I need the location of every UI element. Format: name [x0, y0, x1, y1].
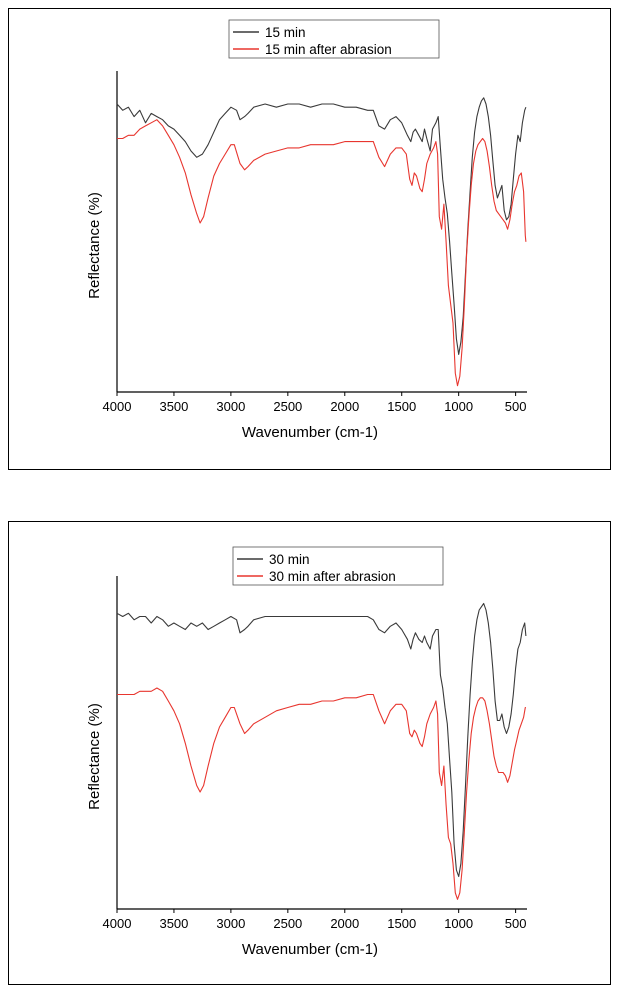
chart-panel-bottom: 4000 3500 3000 2500 2000 1500 1000 500 Wavenumbe… — [8, 521, 611, 985]
legend-label: 15 min after abrasion — [265, 42, 392, 57]
x-tick-label: 4000 — [103, 916, 132, 931]
x-tick-label: 3500 — [159, 916, 188, 931]
series-line-before-abrasion — [116, 97, 527, 355]
x-tick-label: 3000 — [216, 399, 245, 414]
legend-box — [232, 546, 444, 586]
legend-label: 15 min — [265, 25, 306, 40]
legend-label: 30 min — [269, 552, 310, 567]
x-tick-label: 4000 — [103, 399, 132, 414]
x-tick-label: 2500 — [273, 399, 302, 414]
y-axis-title: Reflectance (%) — [86, 192, 103, 299]
x-tick-label: 1500 — [387, 916, 416, 931]
x-tick-label: 1000 — [444, 399, 473, 414]
x-tick-label: 2000 — [330, 916, 359, 931]
legend-box — [228, 19, 440, 59]
legend: 15 min 15 min after abrasion — [228, 19, 440, 59]
series-line-after-abrasion — [117, 687, 526, 900]
x-tick-label: 3000 — [216, 916, 245, 931]
chart-panel-top: 4000 3500 3000 2500 2000 1500 1000 500 Wavenumbe… — [8, 8, 611, 470]
legend-label: 30 min after abrasion — [269, 569, 396, 584]
x-tick-label: 3500 — [159, 399, 188, 414]
x-tick-label: 1000 — [444, 916, 473, 931]
chart-svg-bottom: 4000 3500 3000 2500 2000 1500 1000 500 Wavenumbe… — [86, 546, 527, 958]
series-line-after-abrasion — [117, 119, 527, 387]
x-tick-label: 1500 — [387, 399, 416, 414]
chart-svg-top: 4000 3500 3000 2500 2000 1500 1000 500 Wavenumbe… — [86, 19, 527, 441]
x-tick-label: 500 — [505, 916, 527, 931]
x-tick-label: 2500 — [273, 916, 302, 931]
y-axis-title: Reflectance (%) — [86, 703, 103, 810]
legend: 30 min 30 min after abrasion — [232, 546, 444, 586]
x-tick-label: 2000 — [330, 399, 359, 414]
x-axis-title: Wavenumber (cm-1) — [242, 941, 378, 958]
series-line-before-abrasion — [116, 602, 527, 878]
x-axis-title: Wavenumber (cm-1) — [242, 424, 378, 441]
x-tick-label: 500 — [505, 399, 527, 414]
